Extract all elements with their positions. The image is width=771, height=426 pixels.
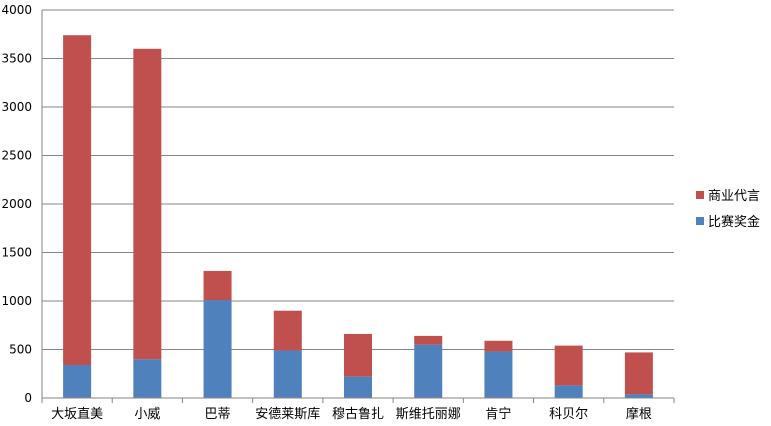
bar-endorsement [63,35,92,366]
bar-prize-money [624,394,653,398]
x-category-label: 巴蒂 [205,407,231,422]
y-tick-label: 1500 [1,246,32,260]
x-category-label: 肯宁 [485,406,511,422]
bar-endorsement [203,270,232,301]
bar-prize-money [344,376,372,398]
y-tick-label: 2000 [1,197,32,211]
y-tick-label: 3000 [1,100,32,114]
legend-swatch [696,191,704,199]
legend-swatch [696,217,704,225]
x-category-label: 穆古鲁扎 [332,407,384,422]
y-tick-label: 0 [24,391,32,405]
bar-prize-money [414,344,443,398]
bar-endorsement [414,335,443,345]
bar-prize-money [554,385,583,398]
bar-endorsement [484,340,513,352]
bar-prize-money [63,365,92,398]
bar-endorsement [133,48,162,360]
x-category-label: 安德莱斯库 [255,406,320,422]
legend-label: 商业代言 [708,189,760,204]
y-tick-label: 500 [9,343,32,357]
y-tick-label: 2500 [1,149,32,163]
y-tick-label: 4000 [1,3,32,17]
x-category-label: 小威 [134,407,160,422]
y-tick-label: 1000 [1,294,32,308]
x-category-label: 斯维托丽娜 [396,407,461,422]
bar-endorsement [344,333,372,377]
bar-prize-money [484,351,513,398]
bar-prize-money [203,300,232,398]
x-category-label: 大坂直美 [51,407,103,422]
x-category-label: 科贝尔 [549,407,588,422]
bar-endorsement [624,352,653,395]
x-category-label: 摩根 [626,406,652,422]
y-tick-label: 3500 [1,52,32,66]
legend-label: 比赛奖金 [708,214,760,230]
bar-prize-money [273,350,302,398]
bar-endorsement [554,345,583,386]
bar-endorsement [273,310,302,351]
bar-prize-money [133,359,162,398]
